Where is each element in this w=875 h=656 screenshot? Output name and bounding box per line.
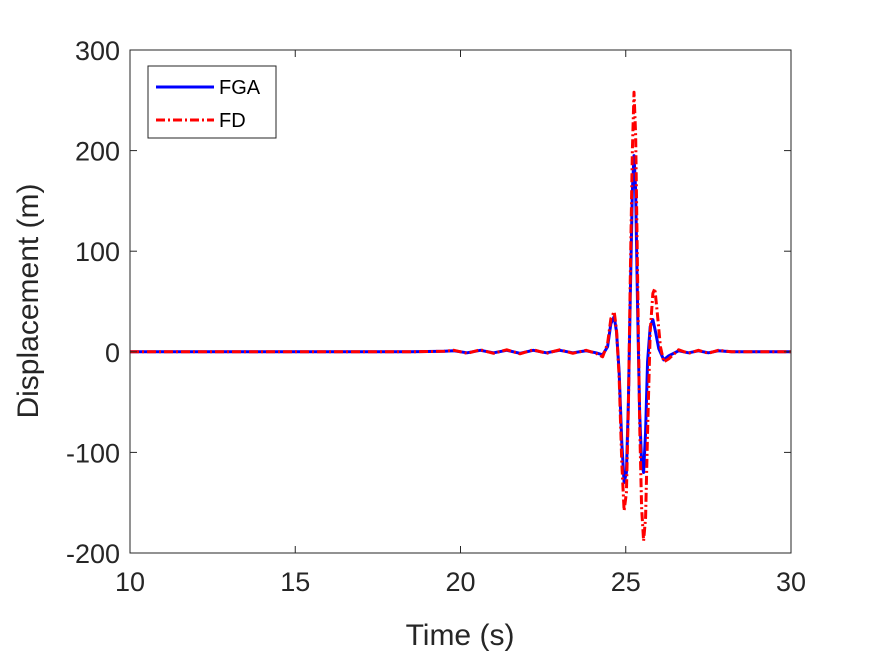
y-tick-label: 100 bbox=[75, 237, 120, 267]
x-axis-label: Time (s) bbox=[406, 619, 515, 652]
legend-label-fd: FD bbox=[219, 110, 246, 132]
legend: FGA FD bbox=[147, 65, 277, 139]
y-tick-label: 0 bbox=[105, 338, 120, 368]
ticks-layer: 10 15 20 25 30 -200 -100 0 100 200 300 bbox=[66, 36, 806, 597]
x-tick-label: 15 bbox=[280, 567, 310, 597]
x-tick-label: 10 bbox=[115, 567, 145, 597]
x-tick-label: 20 bbox=[445, 567, 475, 597]
legend-label-fga: FGA bbox=[219, 77, 261, 99]
legend-box bbox=[147, 65, 277, 139]
x-tick-label: 30 bbox=[776, 567, 806, 597]
y-tick-label: -200 bbox=[66, 539, 120, 569]
series-line-fd bbox=[130, 90, 791, 543]
y-tick-label: 300 bbox=[75, 36, 120, 66]
y-tick-label: 200 bbox=[75, 137, 120, 167]
y-axis-label: Displacement (m) bbox=[12, 183, 45, 418]
x-tick-label: 25 bbox=[611, 567, 641, 597]
y-tick-label: -100 bbox=[66, 438, 120, 468]
series-layer bbox=[130, 90, 791, 543]
